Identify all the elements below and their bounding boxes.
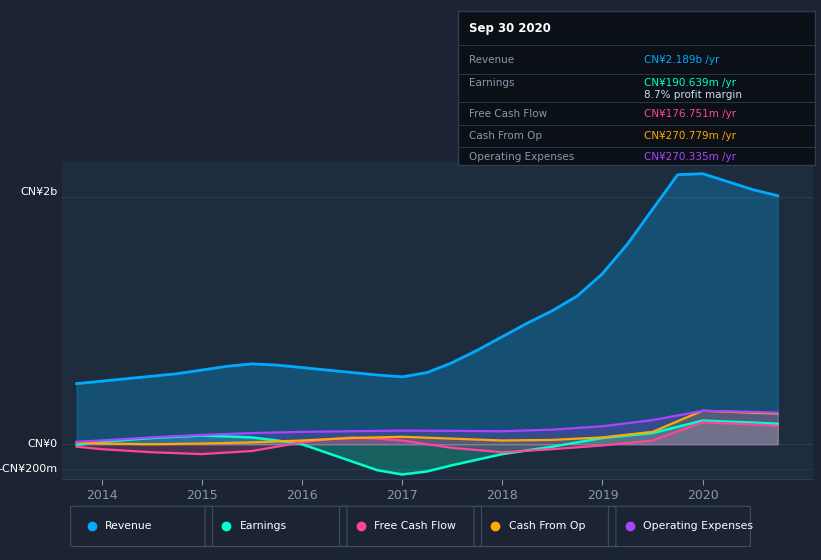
Text: Sep 30 2020: Sep 30 2020: [469, 22, 551, 35]
Text: Free Cash Flow: Free Cash Flow: [374, 521, 456, 531]
Text: Cash From Op: Cash From Op: [469, 131, 542, 141]
Text: Revenue: Revenue: [469, 55, 514, 65]
Text: CN¥2b: CN¥2b: [21, 187, 57, 197]
Text: 8.7% profit margin: 8.7% profit margin: [644, 90, 742, 100]
Text: Free Cash Flow: Free Cash Flow: [469, 109, 547, 119]
Text: CN¥270.779m /yr: CN¥270.779m /yr: [644, 131, 736, 141]
Text: Earnings: Earnings: [240, 521, 287, 531]
Text: CN¥2.189b /yr: CN¥2.189b /yr: [644, 55, 719, 65]
Text: Cash From Op: Cash From Op: [509, 521, 585, 531]
Text: Operating Expenses: Operating Expenses: [469, 152, 574, 162]
Text: CN¥176.751m /yr: CN¥176.751m /yr: [644, 109, 736, 119]
Text: Operating Expenses: Operating Expenses: [643, 521, 753, 531]
Text: CN¥0: CN¥0: [28, 439, 57, 449]
Text: CN¥270.335m /yr: CN¥270.335m /yr: [644, 152, 736, 162]
Text: Earnings: Earnings: [469, 78, 514, 88]
Text: CN¥190.639m /yr: CN¥190.639m /yr: [644, 78, 736, 88]
Text: Revenue: Revenue: [105, 521, 153, 531]
Text: -CN¥200m: -CN¥200m: [0, 464, 57, 474]
